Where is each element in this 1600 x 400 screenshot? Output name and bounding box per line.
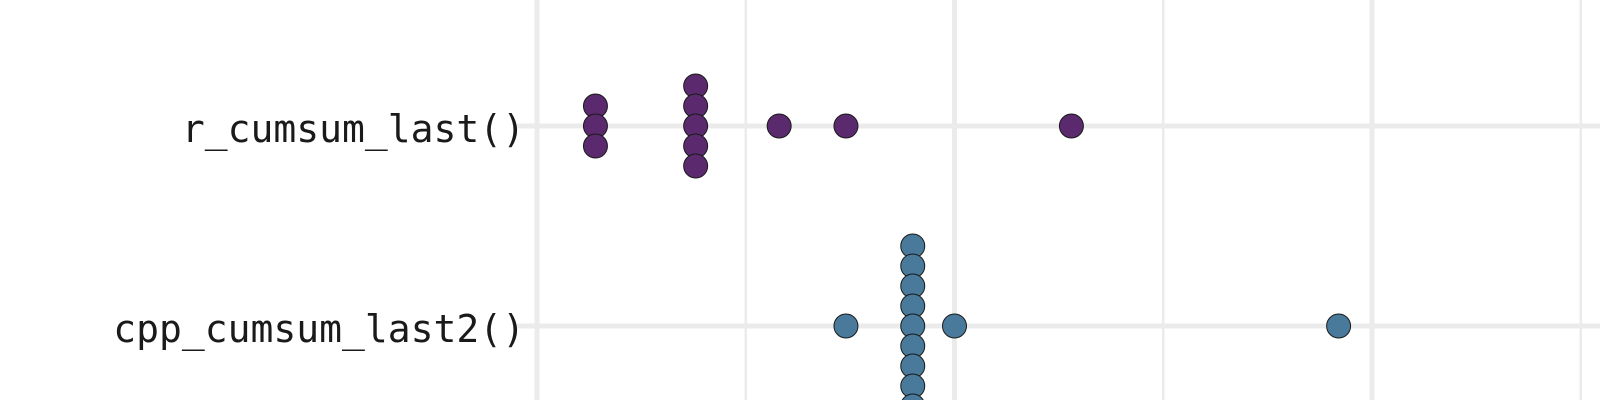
data-point	[766, 113, 792, 139]
data-point	[1058, 113, 1084, 139]
data-point	[582, 133, 608, 159]
category-labels: r_cumsum_last() cpp_cumsum_last2()	[113, 107, 525, 352]
data-points	[582, 73, 1352, 400]
data-point	[1326, 313, 1352, 339]
data-point	[833, 113, 859, 139]
category-label-r-cumsum-last: r_cumsum_last()	[182, 107, 525, 152]
grid-lines	[517, 0, 1600, 400]
data-point	[833, 313, 859, 339]
data-point	[901, 393, 924, 400]
data-point	[942, 313, 967, 339]
category-label-cpp-cumsum-last2: cpp_cumsum_last2()	[113, 307, 525, 352]
data-point	[683, 153, 709, 179]
